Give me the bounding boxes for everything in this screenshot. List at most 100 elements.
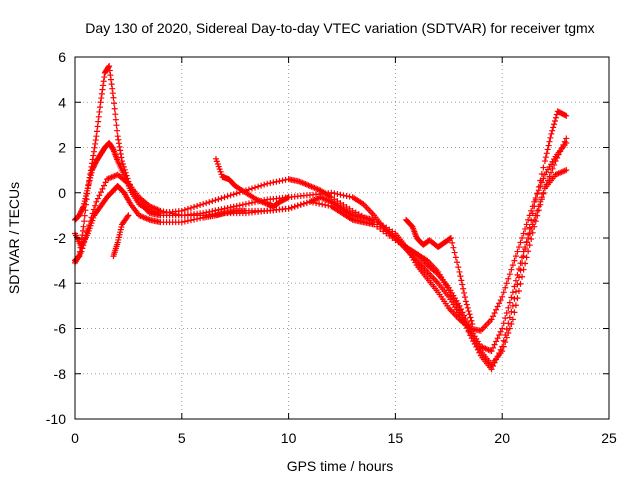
- data-point-marker: [84, 225, 91, 232]
- data-point-marker: [206, 199, 213, 206]
- satellite-track-f: [110, 212, 132, 260]
- y-tick-label: -4: [54, 275, 67, 291]
- data-point-marker: [537, 198, 544, 205]
- data-point-marker: [386, 232, 393, 239]
- data-point-marker: [500, 289, 507, 296]
- data-point-marker: [184, 205, 191, 212]
- data-point-marker: [98, 95, 105, 102]
- data-point-marker: [542, 154, 549, 161]
- data-point-marker: [529, 221, 536, 228]
- data-point-marker: [114, 127, 121, 134]
- data-point-marker: [534, 191, 541, 198]
- data-point-marker: [90, 152, 97, 159]
- data-point-marker: [386, 226, 393, 233]
- data-point-marker: [550, 124, 557, 131]
- data-point-marker: [548, 169, 555, 176]
- data-point-marker: [108, 81, 115, 88]
- data-point-marker: [197, 202, 204, 209]
- data-point-marker: [79, 204, 86, 211]
- data-point-marker: [540, 175, 547, 182]
- data-point-marker: [540, 164, 547, 171]
- data-point-marker: [562, 112, 569, 119]
- data-point-marker: [514, 281, 521, 288]
- data-point-marker: [514, 271, 521, 278]
- data-point-marker: [106, 63, 113, 70]
- data-point-marker: [87, 218, 94, 225]
- data-point-marker: [377, 225, 384, 232]
- x-tick-labels: 0 5 10 15 20 25: [71, 430, 617, 446]
- data-point-marker: [490, 313, 497, 320]
- data-point-marker: [106, 67, 113, 74]
- data-point-marker: [551, 117, 558, 124]
- data-point-marker: [93, 128, 100, 135]
- axis-ticks: [74, 56, 610, 420]
- data-point-marker: [100, 78, 107, 85]
- data-point-marker: [514, 295, 521, 302]
- data-point-marker: [242, 201, 249, 208]
- data-point-marker: [499, 293, 506, 300]
- data-point-marker: [503, 309, 510, 316]
- data-point-marker: [493, 338, 500, 345]
- x-tick-label: 0: [71, 430, 79, 446]
- data-point-marker: [490, 344, 497, 351]
- data-point-marker: [545, 142, 552, 149]
- data-point-marker: [447, 235, 454, 241]
- data-point-marker: [114, 133, 121, 140]
- data-point-marker: [464, 304, 471, 311]
- data-point-marker: [233, 190, 240, 197]
- data-point-marker: [543, 150, 550, 157]
- data-point-marker: [380, 222, 387, 229]
- data-point-marker: [325, 202, 332, 209]
- data-points: [72, 63, 570, 373]
- data-point-marker: [81, 218, 88, 225]
- data-point-marker: [261, 181, 268, 188]
- data-point-marker: [112, 116, 119, 123]
- data-point-marker: [454, 259, 461, 266]
- data-point-marker: [500, 320, 507, 327]
- data-point-marker: [512, 253, 519, 260]
- data-point-marker: [535, 187, 542, 194]
- data-point-marker: [101, 74, 108, 81]
- data-point-marker: [116, 143, 123, 150]
- data-point-marker: [497, 328, 504, 335]
- data-point-marker: [340, 192, 347, 199]
- data-point-marker: [224, 193, 231, 200]
- data-point-marker: [519, 235, 526, 241]
- data-point-marker: [515, 288, 522, 295]
- data-point-marker: [316, 200, 323, 207]
- y-tick-label: -2: [54, 230, 67, 246]
- data-point-marker: [509, 302, 516, 309]
- data-point-marker: [79, 245, 86, 252]
- y-tick-labels: -10 -8 -6 -4 -2 0 2 4 6: [46, 49, 66, 427]
- data-point-marker: [97, 99, 104, 106]
- data-point-marker: [102, 179, 109, 186]
- data-point-marker: [488, 348, 495, 355]
- data-point-marker: [303, 199, 310, 206]
- x-tick-label: 20: [494, 430, 510, 446]
- data-point-marker: [488, 316, 495, 323]
- data-point-marker: [534, 207, 541, 214]
- data-point-marker: [497, 297, 504, 304]
- data-point-marker: [109, 85, 116, 92]
- data-point-marker: [563, 139, 570, 146]
- data-point-marker: [252, 184, 259, 191]
- data-point-marker: [511, 309, 518, 316]
- data-point-marker: [284, 194, 291, 201]
- data-point-marker: [94, 123, 101, 130]
- data-point-marker: [92, 202, 99, 209]
- data-point-marker: [508, 308, 515, 315]
- data-point-marker: [97, 189, 104, 196]
- data-point-marker: [517, 239, 524, 246]
- data-point-marker: [549, 165, 556, 172]
- data-point-marker: [491, 309, 498, 316]
- data-point-marker: [374, 218, 381, 225]
- data-point-marker: [291, 203, 298, 210]
- data-point-marker: [264, 180, 271, 187]
- data-point-marker: [551, 121, 558, 128]
- data-point-marker: [181, 218, 188, 225]
- data-point-marker: [502, 339, 509, 346]
- data-point-marker: [512, 288, 519, 295]
- data-point-marker: [80, 242, 87, 249]
- data-point-marker: [96, 108, 103, 115]
